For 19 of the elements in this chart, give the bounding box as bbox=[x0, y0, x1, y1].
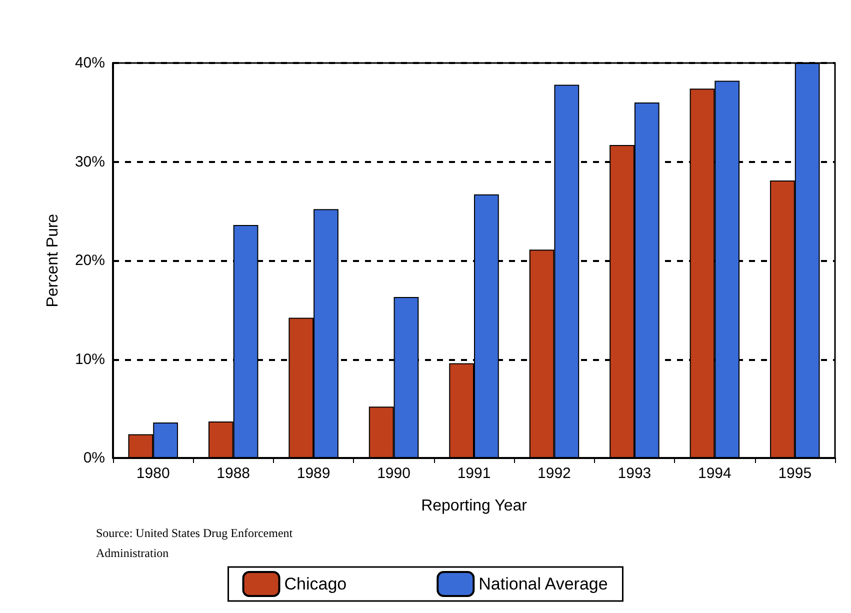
y-tick-label: 20% bbox=[74, 252, 105, 269]
y-tick-label: 40% bbox=[74, 54, 105, 72]
x-tick-label: 1988 bbox=[216, 465, 250, 482]
y-axis-title: Percent Pure bbox=[44, 214, 62, 308]
y-tick-label: 0% bbox=[83, 450, 105, 466]
x-tick-label: 1989 bbox=[296, 465, 330, 482]
source-note: Source: United States Drug Enforcement Administration bbox=[96, 526, 296, 560]
x-tick-label: 1992 bbox=[538, 465, 571, 482]
y-tick-label: 10% bbox=[74, 350, 105, 368]
legend-label: Chicago bbox=[284, 574, 347, 594]
x-axis-title: Reporting Year bbox=[421, 498, 528, 514]
y-tick-label: 30% bbox=[74, 153, 105, 170]
x-tick-label: 1995 bbox=[778, 465, 812, 482]
x-tick-label: 1994 bbox=[698, 465, 732, 482]
x-tick-label: 1993 bbox=[618, 465, 652, 482]
legend-label: National Average bbox=[478, 574, 608, 594]
x-tick-label: 1980 bbox=[136, 465, 170, 482]
x-tick-label: 1990 bbox=[377, 465, 410, 482]
x-tick-label: 1991 bbox=[457, 465, 491, 482]
